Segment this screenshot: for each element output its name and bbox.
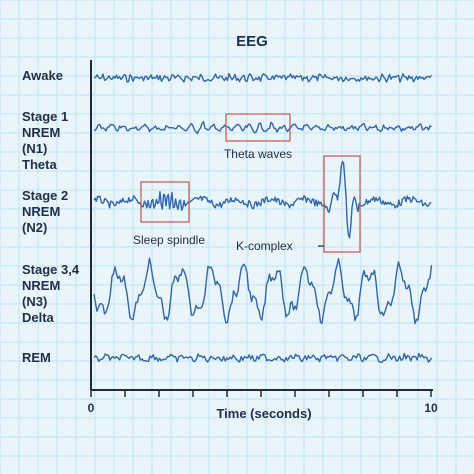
x-axis-ticks — [90, 390, 432, 397]
sleep-spindle-label: Sleep spindle — [133, 233, 205, 247]
trace-awake — [93, 72, 433, 83]
x-tick-label-start: 0 — [88, 401, 95, 415]
stage-label-line: NREM — [22, 125, 60, 140]
stage-label-line: Stage 2 — [22, 188, 68, 203]
x-tick-label-end: 10 — [424, 401, 438, 415]
sleep-spindle-box — [140, 181, 190, 223]
time-axis: 0 10 Time (seconds) — [88, 60, 438, 421]
trace-n2 — [93, 160, 432, 239]
k-complex-label: K-complex — [236, 239, 293, 253]
stage-label-line: NREM — [22, 204, 60, 219]
trace-rem — [93, 352, 433, 363]
stage-label-line: Stage 3,4 — [22, 262, 80, 277]
stage-label-line: REM — [22, 350, 51, 365]
stage-label-line: Delta — [22, 310, 55, 325]
diagram-title: EEG — [236, 33, 268, 50]
trace-n3 — [93, 257, 433, 325]
trace-n1 — [93, 121, 432, 135]
stage-label-line: (N1) — [22, 141, 47, 156]
stage-label-n1: Stage 1 NREM (N1) Theta — [22, 109, 72, 172]
stage-label-line: (N2) — [22, 220, 47, 235]
stage-label-line: Theta — [22, 157, 57, 172]
stage-label-rem: REM — [22, 350, 51, 365]
x-axis-label: Time (seconds) — [216, 406, 311, 421]
stage-label-awake: Awake — [22, 68, 63, 83]
stage-label-line: (N3) — [22, 294, 47, 309]
stage-label-line: Awake — [22, 68, 63, 83]
stage-label-n2: Stage 2 NREM (N2) — [22, 188, 72, 235]
theta-waves-label: Theta waves — [224, 147, 292, 161]
k-complex-box — [323, 155, 361, 253]
stage-label-n3: Stage 3,4 NREM (N3) Delta — [22, 262, 83, 325]
eeg-traces — [93, 72, 433, 363]
stage-label-line: Stage 1 — [22, 109, 68, 124]
theta-waves-box — [225, 113, 291, 142]
stage-label-line: NREM — [22, 278, 60, 293]
